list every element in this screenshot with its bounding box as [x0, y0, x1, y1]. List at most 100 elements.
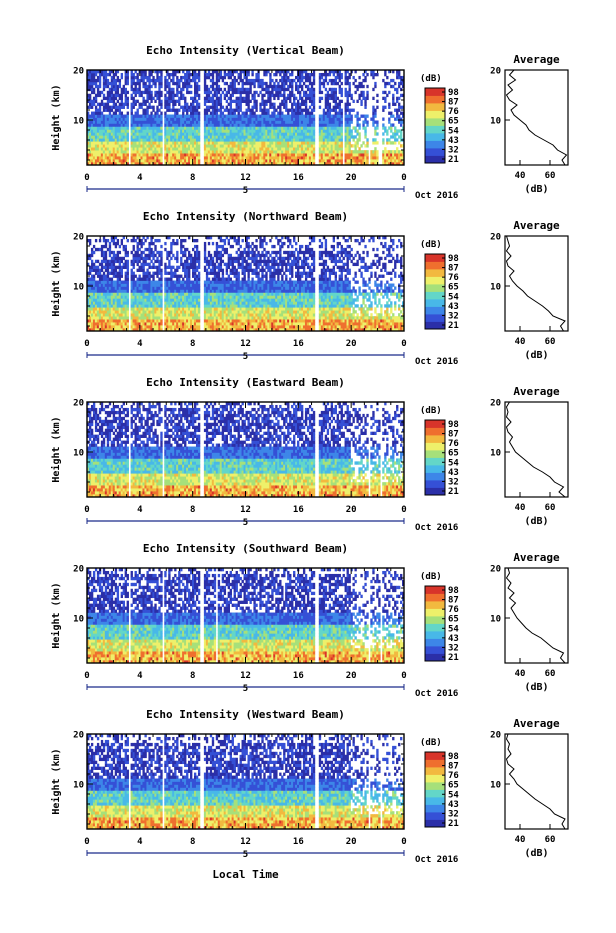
echo-cell: [121, 73, 123, 76]
echo-cell: [146, 100, 148, 103]
echo-cell: [148, 82, 150, 85]
echo-cell: [335, 100, 337, 103]
echo-cell: [366, 156, 368, 159]
echo-cell: [95, 126, 97, 129]
echo-cell: [301, 79, 303, 82]
echo-cell: [351, 115, 353, 118]
echo-cell: [204, 123, 206, 126]
echo-cell: [283, 118, 285, 121]
chart-title: Echo Intensity (Northward Beam): [143, 210, 348, 223]
echo-cell: [240, 94, 242, 97]
echo-cell: [182, 94, 184, 97]
echo-cell: [109, 254, 111, 257]
echo-cell: [327, 91, 329, 94]
echo-cell: [198, 150, 200, 153]
echo-cell: [305, 106, 307, 109]
echo-cell: [222, 91, 224, 94]
echo-cell: [323, 109, 325, 112]
echo-cell: [101, 112, 103, 115]
echo-cell: [253, 141, 255, 144]
colorbar-swatch: [425, 103, 445, 111]
echo-cell: [376, 120, 378, 123]
echo-cell: [299, 132, 301, 135]
average-unit-label: (dB): [524, 184, 548, 195]
echo-cell: [125, 284, 127, 287]
echo-cell: [121, 269, 123, 272]
echo-cell: [358, 138, 360, 141]
echo-cell: [341, 135, 343, 138]
echo-cell: [283, 120, 285, 123]
echo-cell: [396, 91, 398, 94]
echo-cell: [95, 248, 97, 251]
echo-cell: [362, 156, 364, 159]
echo-cell: [160, 135, 162, 138]
echo-cell: [117, 242, 119, 245]
echo-cell: [356, 100, 358, 103]
panel-1: Echo Intensity (Northward Beam)Height (k…: [50, 210, 568, 367]
echo-cell: [127, 254, 129, 257]
echo-cell: [376, 156, 378, 159]
echo-cell: [362, 120, 364, 123]
echo-cell: [158, 153, 160, 156]
echo-cell: [109, 159, 111, 162]
echo-cell: [198, 103, 200, 106]
echo-cell: [238, 106, 240, 109]
echo-cell: [224, 76, 226, 79]
echo-cell: [293, 79, 295, 82]
echo-cell: [366, 159, 368, 162]
echo-cell: [115, 73, 117, 76]
echo-cell: [133, 106, 135, 109]
echo-cell: [89, 257, 91, 260]
echo-cell: [364, 100, 366, 103]
average-y-tick-label: 20: [490, 67, 501, 77]
echo-cell: [253, 115, 255, 118]
echo-cell: [376, 153, 378, 156]
echo-cell: [127, 123, 129, 126]
echo-cell: [142, 73, 144, 76]
echo-cell: [142, 109, 144, 112]
echo-cell: [396, 97, 398, 100]
echo-cell: [133, 278, 135, 281]
echo-cell: [333, 132, 335, 135]
echo-cell: [190, 79, 192, 82]
echo-cell: [139, 275, 141, 278]
echo-cell: [127, 263, 129, 266]
echo-cell: [109, 316, 111, 319]
echo-cell: [125, 88, 127, 91]
echo-cell: [190, 109, 192, 112]
echo-cell: [246, 112, 248, 115]
echo-cell: [349, 88, 351, 91]
echo-cell: [172, 144, 174, 147]
echo-cell: [220, 100, 222, 103]
echo-cell: [133, 272, 135, 275]
echo-cell: [107, 239, 109, 242]
echo-cell: [140, 106, 142, 109]
echo-cell: [382, 138, 384, 141]
echo-cell: [220, 94, 222, 97]
echo-cell: [376, 106, 378, 109]
echo-cell: [182, 88, 184, 91]
echo-cell: [234, 82, 236, 85]
echo-cell: [152, 275, 154, 278]
average-profile-line: [507, 70, 567, 165]
echo-cell: [253, 147, 255, 150]
echo-cell: [333, 100, 335, 103]
echo-cell: [349, 103, 351, 106]
echo-cell: [158, 156, 160, 159]
echo-cell: [95, 150, 97, 153]
echo-cell: [172, 91, 174, 94]
echo-cell: [196, 100, 198, 103]
echo-cell: [160, 254, 162, 257]
echo-cell: [222, 126, 224, 129]
echo-cell: [366, 141, 368, 144]
echo-cell: [396, 109, 398, 112]
echo-cell: [121, 94, 123, 97]
echo-cell: [172, 94, 174, 97]
echo-cell: [253, 85, 255, 88]
echo-cell: [115, 97, 117, 100]
echo-cell: [164, 248, 166, 251]
echo-cell: [160, 292, 162, 295]
echo-cell: [109, 109, 111, 112]
echo-cell: [125, 272, 127, 275]
echo-cell: [137, 73, 139, 76]
